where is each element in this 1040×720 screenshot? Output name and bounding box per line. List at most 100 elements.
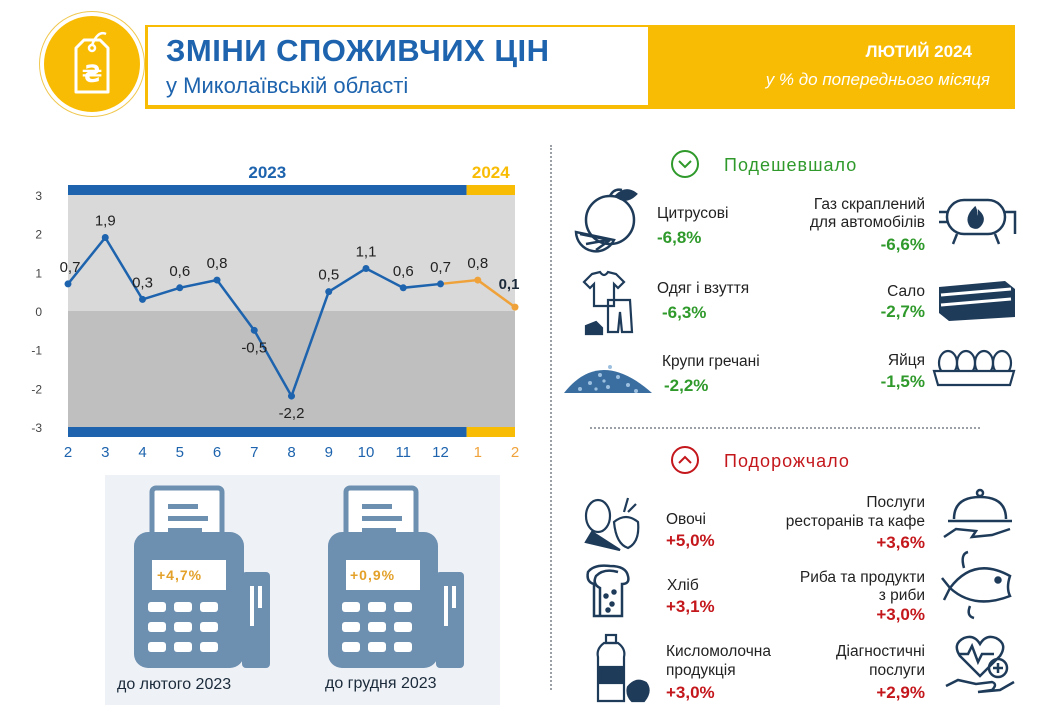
y-tick-label: 2 bbox=[35, 228, 42, 242]
year-label-2024: 2024 bbox=[472, 163, 510, 182]
data-point bbox=[64, 280, 72, 288]
item-value-diagnostics: +2,9% bbox=[876, 683, 925, 702]
lard-icon bbox=[939, 281, 1015, 321]
horizontal-divider bbox=[590, 427, 980, 429]
y-tick-label: -3 bbox=[31, 421, 42, 435]
receipt-label-dec: до грудня 2023 bbox=[325, 675, 437, 692]
clothes-icon bbox=[582, 270, 634, 336]
data-label: 0,6 bbox=[393, 263, 414, 280]
item-name-diagnostics-line2: послуги bbox=[869, 662, 925, 679]
x-tick-label: 11 bbox=[395, 444, 411, 461]
data-point bbox=[288, 392, 295, 400]
price-tag-icon: ₴ bbox=[74, 31, 110, 94]
page-title: ЗМІНИ СПОЖИВЧИХ ЦІН bbox=[166, 33, 550, 68]
data-label: 0,8 bbox=[467, 255, 488, 272]
header-title-box bbox=[148, 27, 648, 105]
y-tick-label: -1 bbox=[31, 344, 42, 358]
data-label: 0,5 bbox=[318, 267, 339, 284]
item-name-buckwheat: Крупи гречані bbox=[662, 353, 760, 370]
cash-register-icon bbox=[134, 485, 270, 668]
data-point bbox=[511, 303, 519, 311]
item-name-lard: Сало bbox=[887, 283, 925, 300]
chevron-down-icon bbox=[671, 150, 699, 178]
chevron-up-icon bbox=[671, 446, 699, 474]
fish-icon bbox=[941, 550, 1012, 620]
item-name-clothes: Одяг і взуття bbox=[657, 280, 750, 297]
x-tick-label: 7 bbox=[250, 444, 258, 461]
plot-area-negative bbox=[68, 311, 515, 427]
cash-register-icon bbox=[328, 485, 464, 668]
data-label: 0,6 bbox=[169, 263, 190, 280]
item-name-dairy-line2: продукція bbox=[666, 662, 736, 679]
data-label: 0,7 bbox=[60, 259, 81, 276]
x-tick-label: 12 bbox=[432, 444, 449, 461]
year-bar-top-2024 bbox=[466, 185, 515, 195]
data-point bbox=[139, 295, 146, 303]
page-subtitle: у Миколаївській області bbox=[166, 73, 409, 98]
data-point bbox=[437, 280, 444, 288]
x-tick-label: 2 bbox=[511, 444, 519, 461]
data-label: 0,3 bbox=[132, 274, 153, 291]
data-point bbox=[362, 264, 370, 272]
receipt-value-dec: +0,9% bbox=[350, 567, 396, 583]
x-tick-label: 4 bbox=[138, 444, 146, 461]
item-name-fish-line1: Риба та продукти bbox=[799, 569, 925, 586]
x-tick-label: 3 bbox=[101, 444, 109, 461]
plot-area-positive bbox=[68, 195, 515, 311]
x-tick-label: 5 bbox=[176, 444, 184, 461]
x-tick-label: 10 bbox=[358, 444, 375, 461]
data-point bbox=[399, 284, 407, 292]
data-point bbox=[176, 284, 184, 292]
receipt-value-feb: +4,7% bbox=[157, 567, 203, 583]
data-point bbox=[101, 234, 109, 242]
item-name-eggs: Яйця bbox=[887, 352, 925, 369]
y-tick-label: 0 bbox=[35, 305, 42, 319]
vertical-divider bbox=[550, 145, 552, 690]
data-label: 0,8 bbox=[207, 255, 228, 272]
eggs-icon bbox=[932, 349, 1016, 387]
data-label: 1,1 bbox=[356, 243, 377, 260]
year-bar-bottom-2024 bbox=[466, 427, 515, 437]
bread-icon bbox=[586, 564, 630, 618]
citrus-icon bbox=[574, 188, 638, 253]
period-label: ЛЮТИЙ 2024 bbox=[865, 42, 972, 61]
vegetables-icon bbox=[584, 497, 640, 552]
y-tick-label: 3 bbox=[35, 189, 42, 203]
data-point bbox=[325, 288, 333, 296]
item-name-bread: Хліб bbox=[667, 577, 699, 594]
data-label: 0,7 bbox=[430, 259, 451, 276]
item-value-fish: +3,0% bbox=[876, 605, 925, 624]
gas-tank-icon bbox=[939, 198, 1017, 245]
year-bar-bottom-2023 bbox=[68, 427, 467, 437]
y-tick-label: 1 bbox=[35, 266, 42, 280]
header-price-tag-badge: ₴ bbox=[40, 12, 144, 116]
item-name-dairy-line1: Кисломолочна bbox=[666, 643, 771, 660]
item-value-eggs: -1,5% bbox=[880, 372, 925, 391]
item-value-gas: -6,6% bbox=[880, 235, 925, 254]
x-tick-label: 9 bbox=[325, 444, 333, 461]
item-value-clothes: -6,3% bbox=[662, 303, 707, 322]
item-value-lard: -2,7% bbox=[880, 302, 925, 321]
item-name-vegetables: Овочі bbox=[666, 511, 706, 528]
item-value-vegetables: +5,0% bbox=[666, 531, 715, 550]
item-name-gas-line2: для автомобілів bbox=[809, 214, 925, 231]
data-point bbox=[250, 326, 258, 334]
item-value-buckwheat: -2,2% bbox=[664, 376, 709, 395]
cheaper-title: Подешевшало bbox=[724, 155, 858, 175]
item-value-citrus: -6,8% bbox=[657, 228, 702, 247]
x-tick-label: 2 bbox=[64, 444, 72, 461]
buckwheat-icon bbox=[564, 365, 652, 393]
y-tick-label: -2 bbox=[31, 382, 42, 396]
data-label: 1,9 bbox=[95, 213, 116, 230]
pricier-title: Подорожчало bbox=[724, 451, 850, 471]
cloche-icon bbox=[943, 488, 1012, 539]
item-name-restaurants-line2: ресторанів та кафе bbox=[785, 513, 925, 530]
x-tick-label: 8 bbox=[287, 444, 295, 461]
receipt-label-feb: до лютого 2023 bbox=[117, 676, 232, 693]
data-label: -2,2 bbox=[279, 405, 305, 422]
item-value-dairy: +3,0% bbox=[666, 683, 715, 702]
year-bar-top-2023 bbox=[68, 185, 467, 195]
data-label: -0,5 bbox=[241, 339, 267, 356]
item-name-citrus: Цитрусові bbox=[657, 205, 729, 222]
